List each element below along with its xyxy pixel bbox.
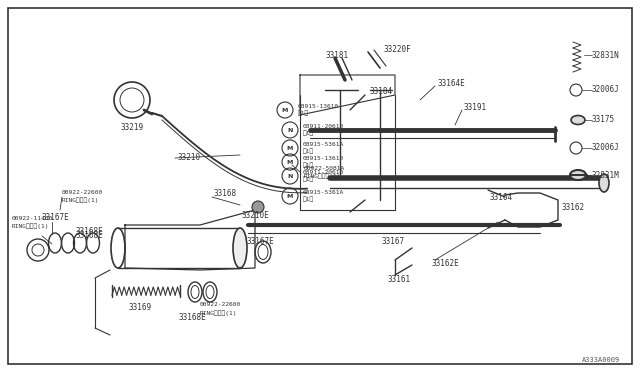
Text: RINGリング(1): RINGリング(1)	[12, 223, 49, 229]
Ellipse shape	[599, 174, 609, 192]
Text: M: M	[287, 193, 293, 199]
Text: 33191: 33191	[464, 103, 487, 112]
Text: 08915-13610
（1）: 08915-13610 （1）	[303, 156, 344, 168]
Text: RINGリング(1): RINGリング(1)	[62, 197, 99, 203]
Text: 08915-5361A
（1）: 08915-5361A （1）	[303, 190, 344, 202]
Text: 33164: 33164	[490, 192, 513, 202]
Text: 33168: 33168	[213, 189, 236, 199]
Text: 33167E: 33167E	[246, 237, 274, 247]
Text: 33164E: 33164E	[437, 78, 465, 87]
Text: 32831M: 32831M	[592, 170, 620, 180]
Text: N: N	[287, 128, 292, 132]
Text: M: M	[282, 108, 288, 112]
Text: 32006J: 32006J	[592, 86, 620, 94]
Text: 08915-13610
（1）: 08915-13610 （1）	[298, 104, 339, 116]
Text: 08915-5361A
（1）: 08915-5361A （1）	[303, 142, 344, 154]
Text: 00922-22600: 00922-22600	[62, 189, 103, 195]
Circle shape	[252, 201, 264, 213]
Text: 33168E: 33168E	[178, 314, 206, 323]
Text: 33162E: 33162E	[432, 259, 460, 267]
Text: 33167E: 33167E	[42, 214, 70, 222]
Text: 33161: 33161	[388, 276, 411, 285]
Text: M: M	[287, 145, 293, 151]
Text: 00922-11400: 00922-11400	[12, 215, 53, 221]
Text: 33167: 33167	[382, 237, 405, 247]
Text: 33181: 33181	[326, 51, 349, 60]
Text: M: M	[287, 160, 293, 164]
Text: 08911-20610
（1）: 08911-20610 （1）	[303, 124, 344, 136]
Text: 00922-22600: 00922-22600	[200, 302, 241, 308]
Ellipse shape	[571, 115, 585, 125]
Text: 33210: 33210	[178, 153, 201, 161]
Text: 32831N: 32831N	[592, 51, 620, 60]
Text: 32006J: 32006J	[592, 144, 620, 153]
Text: 33175: 33175	[592, 115, 615, 125]
Text: 00922-5081A: 00922-5081A	[304, 166, 345, 170]
Text: 33169: 33169	[129, 304, 152, 312]
Text: 33168E: 33168E	[75, 231, 103, 241]
Text: A333A0009: A333A0009	[582, 357, 620, 363]
Text: 33220F: 33220F	[383, 45, 411, 55]
Text: 33184: 33184	[370, 87, 393, 96]
Text: N: N	[287, 173, 292, 179]
Ellipse shape	[570, 170, 586, 180]
Text: 33219: 33219	[120, 124, 143, 132]
Text: 33168E: 33168E	[75, 228, 103, 237]
Ellipse shape	[233, 228, 247, 268]
Text: RINGリング(1): RINGリング(1)	[200, 310, 237, 316]
Text: 33162: 33162	[562, 203, 585, 212]
Text: 33210E: 33210E	[241, 212, 269, 221]
Text: 08911-20610
（1）: 08911-20610 （1）	[303, 170, 344, 182]
Text: RINGリング(1): RINGリング(1)	[304, 173, 342, 179]
